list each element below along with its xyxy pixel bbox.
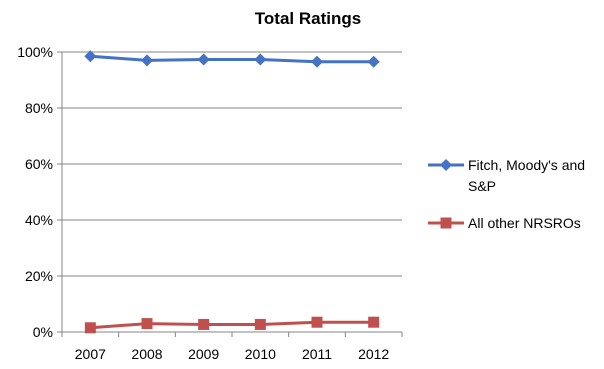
legend-label: S&P [468,178,496,194]
legend-marker [440,217,452,229]
data-point [368,316,380,328]
data-point [254,53,267,66]
series-1 [84,316,380,334]
data-point [254,318,266,330]
x-tick-label: 2007 [75,346,106,362]
series-line [90,320,374,330]
chart-title: Total Ratings [255,9,361,28]
data-point [311,55,323,68]
data-point [84,322,96,334]
x-axis-tick-labels: 2007 2008 2009 2010 2011 2012 [75,346,390,362]
legend-label: Fitch, Moody's and [468,157,585,173]
data-point [197,53,210,66]
y-tick-label: 20% [25,268,53,284]
axes [57,51,403,337]
data-point [141,318,153,330]
legend-marker [440,159,452,171]
y-tick-label: 60% [25,156,53,172]
data-point [198,318,210,330]
legend: Fitch, Moody's and S&P All other NRSROs [428,157,585,231]
x-tick-label: 2011 [302,346,332,362]
y-axis-tick-labels: 0% 20% 40% 60% 80% 100% [17,44,53,340]
y-tick-label: 80% [25,100,53,116]
x-tick-label: 2010 [245,346,276,362]
x-tick-label: 2012 [358,346,389,362]
legend-item-1: All other NRSROs [428,215,581,231]
series-layer [84,50,380,334]
series-0 [84,50,380,68]
data-point [141,54,153,67]
y-tick-label: 0% [33,324,53,340]
series-line [90,54,374,64]
y-tick-label: 100% [17,44,53,60]
data-point [84,50,97,63]
x-tick-label: 2008 [131,346,162,362]
gridlines [62,51,402,277]
y-tick-label: 40% [25,212,53,228]
legend-label: All other NRSROs [468,215,581,231]
data-point [311,316,323,328]
legend-item-0: Fitch, Moody's and S&P [428,157,585,194]
x-tick-label: 2009 [188,346,219,362]
data-point [367,55,380,68]
